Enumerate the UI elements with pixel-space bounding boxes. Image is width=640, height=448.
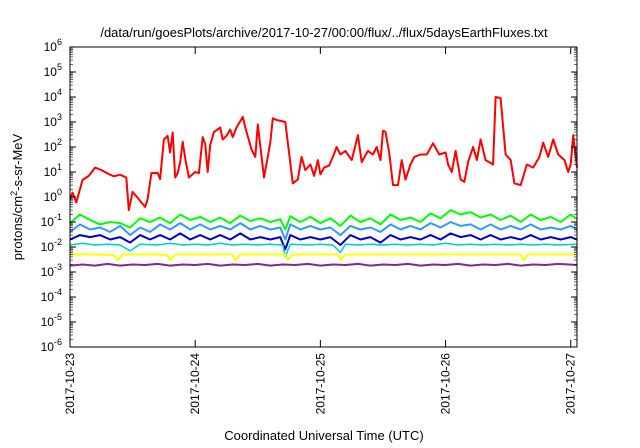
y-axis-label: protons/cm2-s-sr-MeV [9,133,25,260]
y-tick-label-exponent: 3 [57,112,62,122]
y-tick-label-exponent: 4 [57,87,62,97]
y-tick-label-base: 10 [44,40,58,54]
y-tick-label-exponent: -1 [54,212,62,222]
series-line-7 [69,262,578,267]
y-tick-label-base: 10 [44,90,58,104]
y-tick-label: 103 [44,112,62,129]
y-tick-label-exponent: 1 [57,162,62,172]
y-tick-label-exponent: -6 [54,337,62,347]
plot-frame [69,46,578,348]
y-tick-label: 104 [44,87,62,104]
y-tick-label-base: 10 [41,215,55,229]
x-axis-ticks: 2017-10-23 2017-10-24 2017-10-25 2017-10-26… [63,47,578,414]
y-tick-label-exponent: -5 [54,312,62,322]
y-tick-label: 10-5 [41,312,62,329]
series-line-6 [70,253,577,262]
y-tick-label-exponent: 6 [57,37,62,47]
y-tick-label: 10-4 [41,287,62,304]
y-tick-label-base: 10 [41,240,55,254]
y-tick-label-base: 10 [44,65,58,79]
y-tick-label: 10-6 [41,337,62,354]
y-axis-label-superscript: 2 [9,191,19,196]
series-line-4 [69,232,578,251]
y-axis-label-suffix: -s-sr-MeV [10,133,25,190]
y-tick-label: 101 [44,162,62,179]
x-tick-label: 2017-10-23 [63,353,77,415]
y-tick-label: 106 [44,37,62,54]
chart-title: /data/run/goesPlots/archive/2017-10-27/0… [100,25,548,40]
x-tick-label: 2017-10-25 [313,353,327,415]
y-tick-label-base: 10 [44,190,58,204]
y-tick-label-base: 10 [41,290,55,304]
y-tick-label: 10-1 [41,212,62,229]
y-tick-label-base: 10 [44,115,58,129]
y-axis-ticks: 10-610-510-410-310-210-11001011021031041… [41,37,577,354]
y-tick-label: 10-2 [41,237,62,254]
series-line-3 [69,221,578,241]
y-axis-label-prefix: protons/cm [10,196,25,260]
y-tick-label-base: 10 [41,315,55,329]
y-tick-label: 100 [44,187,62,204]
y-tick-label-exponent: -4 [54,287,62,297]
x-tick-label: 2017-10-26 [439,353,453,415]
x-axis-label: Coordinated Universal Time (UTC) [224,428,423,443]
y-tick-label-exponent: -3 [54,262,62,272]
y-tick-label-base: 10 [41,265,55,279]
y-tick-label: 102 [44,137,62,154]
y-tick-label: 105 [44,62,62,79]
y-tick-label-base: 10 [44,165,58,179]
y-tick-label: 10-3 [41,262,62,279]
y-tick-label-base: 10 [41,340,55,354]
x-tick-label: 2017-10-27 [564,353,578,415]
y-tick-label-base: 10 [44,140,58,154]
y-tick-label-exponent: 0 [57,187,62,197]
y-tick-label-exponent: 5 [57,62,62,72]
x-tick-label: 2017-10-24 [188,353,202,415]
series-line-1 [69,96,578,212]
series-lines [69,96,578,267]
y-tick-label-exponent: 2 [57,137,62,147]
series-line-2 [69,209,578,231]
y-tick-label-exponent: -2 [54,237,62,247]
series-line-5 [69,242,578,258]
